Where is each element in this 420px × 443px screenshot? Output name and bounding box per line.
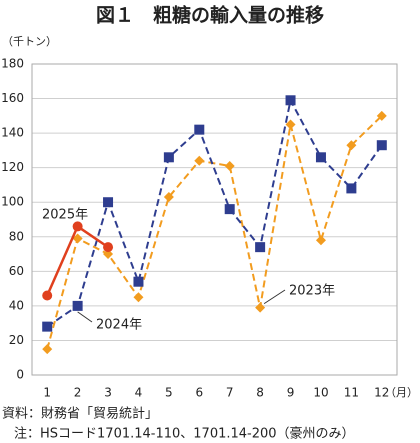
series-line	[46, 97, 383, 328]
x-tick-label: 1	[43, 386, 51, 400]
marker	[133, 276, 144, 287]
series-label: 2024年	[96, 318, 142, 333]
marker	[376, 140, 387, 151]
marker	[285, 119, 296, 130]
note: 資料：財務省「貿易統計」	[2, 406, 158, 422]
series-label: 2025年	[42, 208, 88, 223]
x-tick-label: 2	[74, 386, 82, 400]
x-tick-label: 3	[104, 386, 112, 400]
x-tick-label: 7	[226, 386, 234, 400]
note: 注：HSコード1701.14-110、1701.14-200（豪州のみ）	[14, 426, 355, 442]
y-tick-label: 100	[1, 195, 24, 209]
y-tick-label: 80	[9, 229, 24, 243]
marker	[163, 152, 174, 163]
marker	[163, 192, 174, 203]
marker	[72, 221, 83, 232]
leader-line	[263, 289, 286, 305]
marker	[346, 183, 357, 194]
marker	[103, 242, 114, 253]
leader-line	[77, 311, 93, 323]
x-tick-label: 10	[313, 386, 328, 400]
marker	[42, 321, 53, 332]
y-tick-label: 120	[1, 160, 24, 174]
marker	[255, 242, 266, 253]
y-tick-label: 160	[1, 91, 24, 105]
marker	[315, 152, 326, 163]
x-tick-label: 12	[374, 386, 389, 400]
marker	[103, 197, 114, 208]
x-tick-label: 9	[287, 386, 295, 400]
marker	[194, 124, 205, 135]
marker	[103, 249, 114, 260]
x-axis-label: （月）	[385, 386, 418, 399]
x-tick-label: 6	[195, 386, 203, 400]
marker	[72, 233, 83, 244]
series-line	[46, 115, 383, 350]
marker	[224, 160, 235, 171]
marker	[315, 235, 326, 246]
y-tick-label: 140	[1, 126, 24, 140]
y-tick-label: 180	[1, 57, 24, 71]
marker	[42, 344, 53, 355]
y-tick-label: 40	[9, 298, 24, 312]
y-tick-label: 60	[9, 264, 24, 278]
marker	[285, 95, 296, 106]
marker	[255, 302, 266, 313]
y-tick-label: 0	[16, 368, 24, 382]
marker	[224, 204, 235, 215]
marker	[42, 290, 53, 301]
x-tick-label: 11	[344, 386, 359, 400]
x-tick-label: 4	[135, 386, 143, 400]
marker	[346, 140, 357, 151]
y-axis-label: （千トン）	[2, 35, 57, 48]
series-label: 2023年	[289, 284, 335, 299]
marker	[133, 292, 144, 303]
marker	[72, 300, 83, 311]
chart-title: 図１ 粗糖の輸入量の推移	[96, 4, 324, 27]
marker	[376, 110, 387, 121]
x-tick-label: 5	[165, 386, 173, 400]
y-tick-label: 20	[9, 333, 24, 347]
marker	[194, 155, 205, 166]
x-tick-label: 8	[256, 386, 264, 400]
plot-frame	[31, 63, 398, 376]
